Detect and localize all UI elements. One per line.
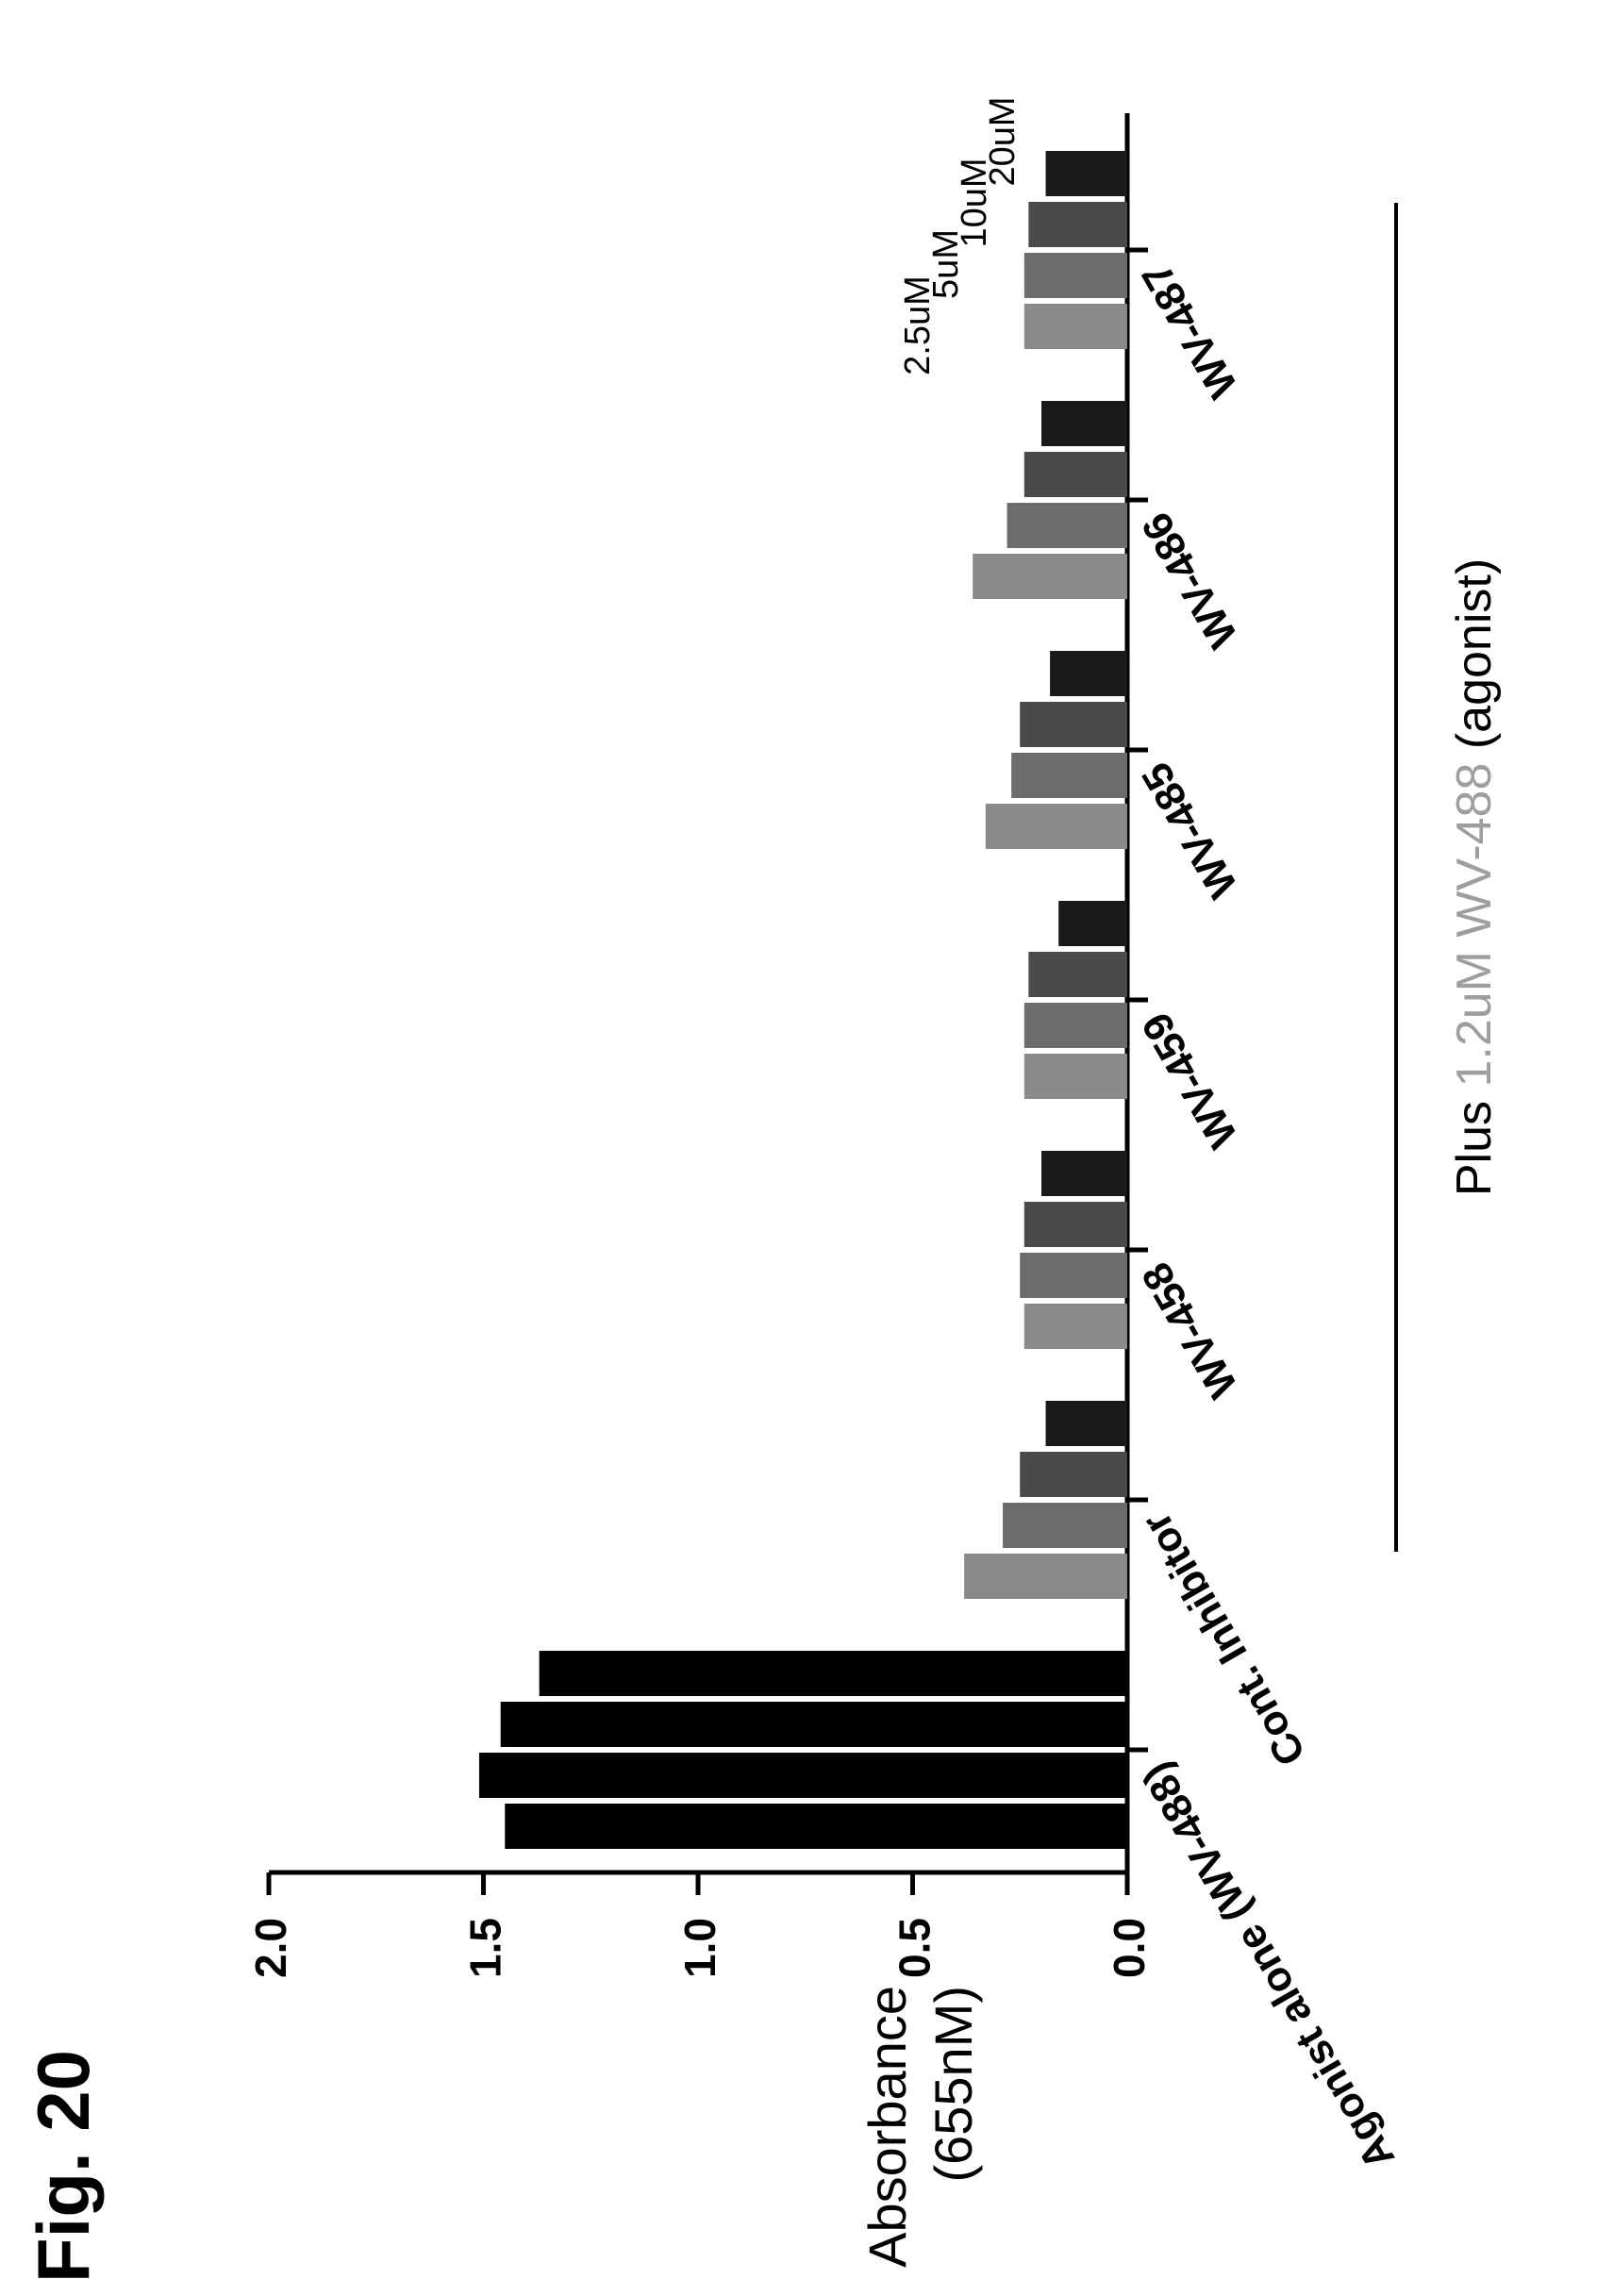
category-label: WV-458 bbox=[1133, 1255, 1247, 1406]
bar bbox=[478, 1753, 1127, 1798]
bar bbox=[1058, 901, 1127, 946]
value-tick-label: 0.5 bbox=[890, 1918, 940, 1978]
value-tick-label: 0.0 bbox=[1105, 1918, 1154, 1978]
category-label: WV-459 bbox=[1133, 1005, 1247, 1156]
bar bbox=[1050, 651, 1127, 696]
bar bbox=[973, 554, 1127, 599]
category-label: Agonist alone (WV-488) bbox=[1133, 1755, 1404, 2177]
value-tick-label: 1.5 bbox=[461, 1918, 510, 1978]
category-label: WV-485 bbox=[1133, 755, 1247, 906]
bar bbox=[1041, 401, 1127, 446]
bar bbox=[539, 1651, 1127, 1696]
category-label: WV-487 bbox=[1133, 255, 1247, 406]
bar bbox=[500, 1702, 1127, 1747]
bar bbox=[1020, 1452, 1127, 1497]
category-label: WV-486 bbox=[1133, 505, 1247, 656]
bar bbox=[964, 1554, 1127, 1599]
bar bbox=[1045, 151, 1127, 196]
group-annotation-prefix: Plus bbox=[1447, 1088, 1502, 1197]
axis-title-line-2: (655nM) bbox=[923, 1986, 983, 2183]
group-annotation: Plus 1.2uM WV-488 (agonist) bbox=[1447, 558, 1502, 1196]
bar bbox=[1023, 1202, 1127, 1247]
bar bbox=[1045, 1401, 1127, 1446]
bar bbox=[1023, 1054, 1127, 1099]
bar bbox=[1023, 1003, 1127, 1048]
bar bbox=[1011, 753, 1127, 798]
bar bbox=[1023, 1304, 1127, 1349]
legend-label: 2.5uM bbox=[898, 275, 938, 375]
axis-title-line-1: Absorbance bbox=[857, 1986, 917, 2268]
group-annotation-highlight: 1.2uM WV-488 bbox=[1447, 763, 1502, 1088]
value-tick-label: 2.0 bbox=[246, 1918, 295, 1978]
bar bbox=[1006, 503, 1127, 548]
legend-label: 5uM bbox=[926, 229, 966, 299]
category-label: Cont. Inhibitor bbox=[1133, 1505, 1315, 1773]
bar bbox=[1023, 452, 1127, 497]
bar bbox=[1041, 1151, 1127, 1196]
value-tick-label: 1.0 bbox=[675, 1918, 724, 1978]
legend-label: 20uM bbox=[983, 96, 1023, 186]
bar bbox=[1020, 1253, 1127, 1298]
bar bbox=[985, 804, 1127, 849]
bar bbox=[1028, 202, 1127, 247]
legend-label: 10uM bbox=[955, 158, 994, 247]
bar bbox=[505, 1804, 1127, 1849]
group-annotation-suffix: (agonist) bbox=[1447, 558, 1502, 763]
bar bbox=[1003, 1503, 1127, 1548]
bar bbox=[1023, 304, 1127, 349]
bar bbox=[1028, 952, 1127, 997]
bar bbox=[1020, 702, 1127, 747]
bar bbox=[1023, 253, 1127, 298]
